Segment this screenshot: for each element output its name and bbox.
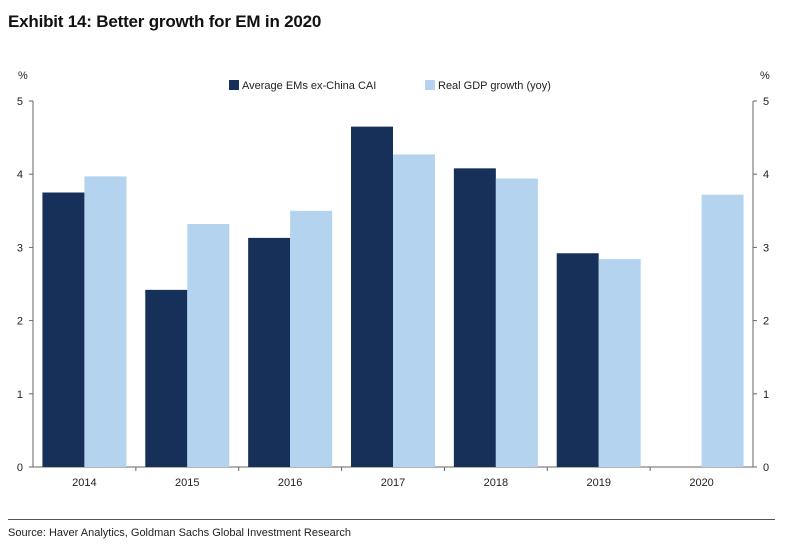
source-note: Source: Haver Analytics, Goldman Sachs G… <box>8 527 351 539</box>
y-tick-label-right: 1 <box>763 389 769 401</box>
legend-label-gdp: Real GDP growth (yoy) <box>438 80 551 92</box>
y-tick-label-left: 2 <box>17 316 23 328</box>
x-tick-label: 2015 <box>175 477 199 489</box>
legend-swatch-cai <box>229 80 239 90</box>
bar-cai-2018 <box>453 168 496 467</box>
y-tick-label-left: 0 <box>17 462 23 474</box>
x-tick-label: 2018 <box>484 477 508 489</box>
bar-gdp-2020 <box>701 194 744 468</box>
bar-cai-2017 <box>351 126 393 468</box>
x-tick-label: 2014 <box>72 477 96 489</box>
y-tick-label-right: 2 <box>763 316 769 328</box>
bar-gdp-2018 <box>495 178 538 468</box>
bar-cai-2019 <box>556 253 599 467</box>
y-tick-label-left: 1 <box>17 389 23 401</box>
bar-cai-2014 <box>42 192 85 467</box>
y-tick-label-left: 3 <box>17 242 23 254</box>
bars-group <box>42 126 744 468</box>
bar-gdp-2014 <box>84 176 127 467</box>
legend-swatch-gdp <box>425 80 435 90</box>
y-axis-left-unit: % <box>18 70 28 82</box>
footer-divider <box>8 519 775 520</box>
y-tick-label-right: 5 <box>763 96 769 108</box>
y-tick-label-right: 3 <box>763 242 769 254</box>
y-tick-label-left: 4 <box>17 169 23 181</box>
y-tick-label-right: 4 <box>763 169 769 181</box>
legend-label-cai: Average EMs ex-China CAI <box>242 80 376 92</box>
x-tick-label: 2020 <box>689 477 713 489</box>
y-tick-label-left: 5 <box>17 96 23 108</box>
bar-gdp-2017 <box>393 154 435 467</box>
legend: Average EMs ex-China CAI Real GDP growth… <box>229 80 551 92</box>
bar-gdp-2016 <box>290 210 333 468</box>
y-axis-right-unit: % <box>760 70 770 82</box>
x-tick-label: 2016 <box>278 477 302 489</box>
x-tick-label: 2019 <box>586 477 610 489</box>
bar-cai-2016 <box>248 237 291 467</box>
bar-cai-2015 <box>145 289 188 467</box>
x-tick-label: 2017 <box>381 477 405 489</box>
y-tick-label-right: 0 <box>763 462 769 474</box>
bar-gdp-2015 <box>187 223 230 467</box>
bar-gdp-2019 <box>598 259 641 467</box>
chart-title: Exhibit 14: Better growth for EM in 2020 <box>8 12 322 31</box>
